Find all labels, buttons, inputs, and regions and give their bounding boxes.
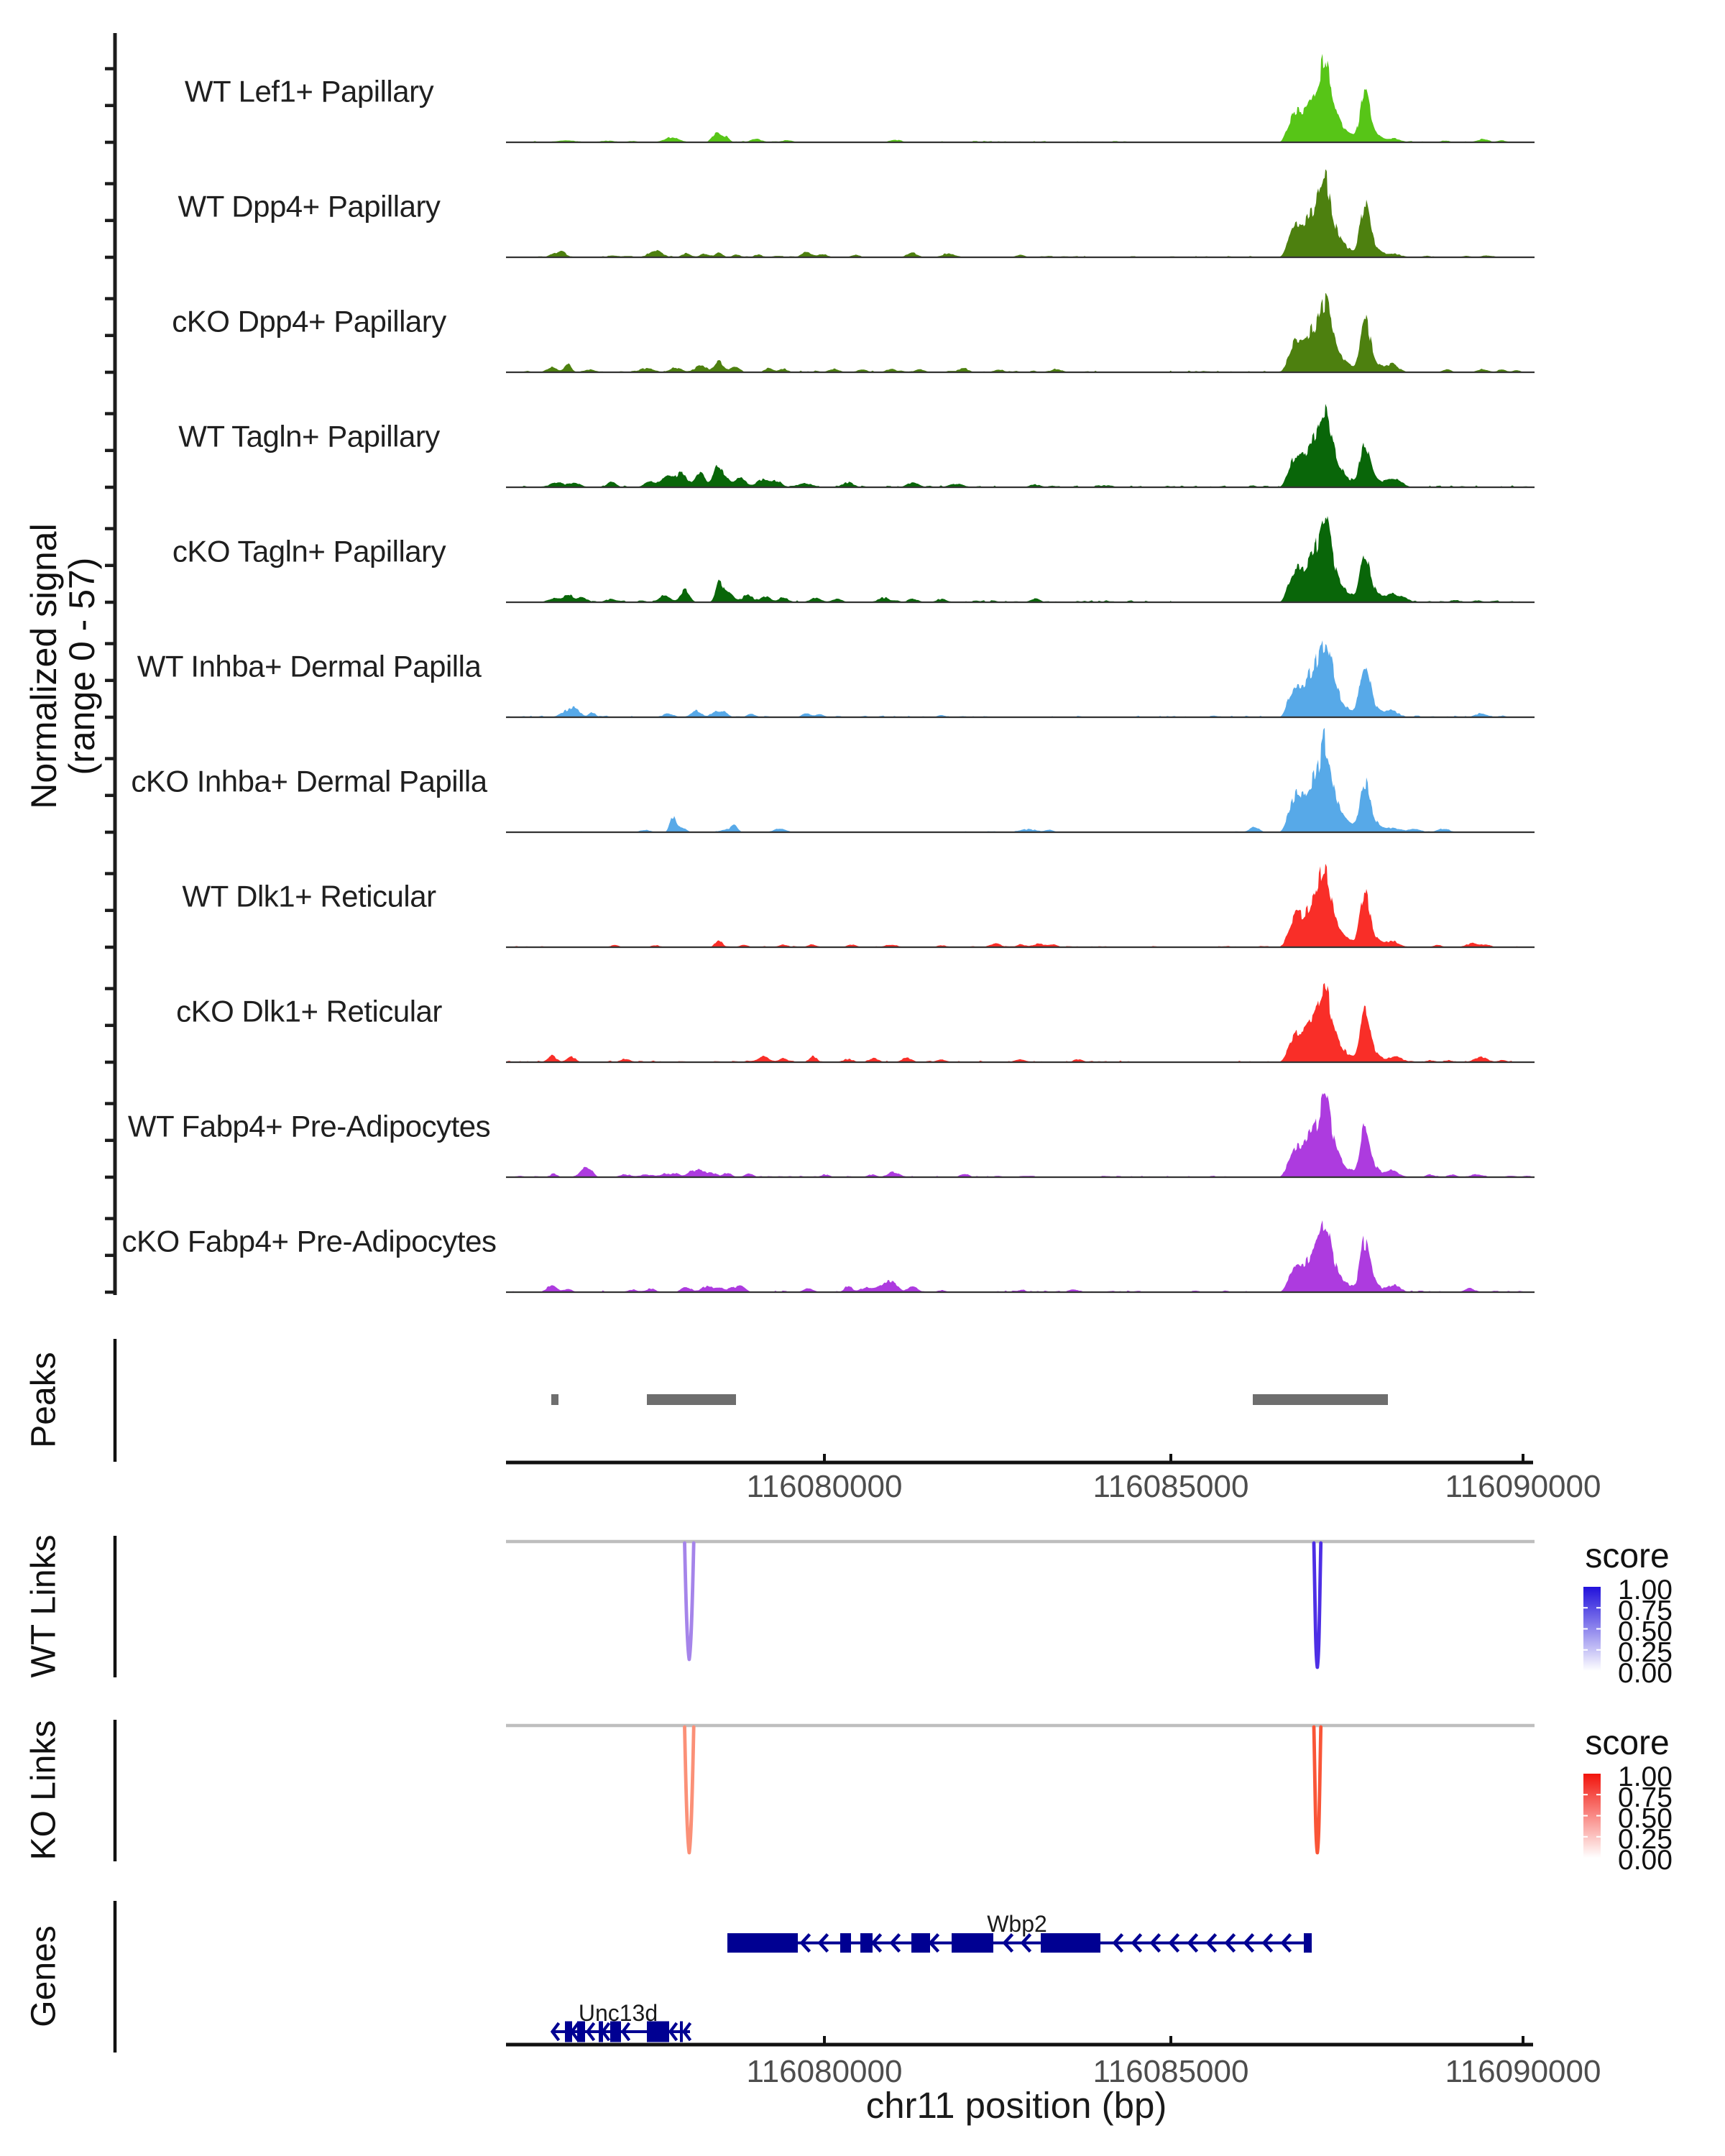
svg-text:WT Fabp4+ Pre-Adipocytes: WT Fabp4+ Pre-Adipocytes [128, 1110, 490, 1143]
svg-text:cKO Tagln+ Papillary: cKO Tagln+ Papillary [172, 535, 446, 568]
svg-text:Wbp2: Wbp2 [987, 1911, 1047, 1937]
svg-text:0.00: 0.00 [1618, 1845, 1673, 1876]
svg-text:116080000: 116080000 [747, 1469, 903, 1504]
svg-text:chr11 position (bp): chr11 position (bp) [866, 2085, 1167, 2126]
svg-text:0.00: 0.00 [1618, 1658, 1673, 1689]
svg-text:WT Lef1+ Papillary: WT Lef1+ Papillary [185, 75, 434, 109]
svg-text:cKO Dlk1+ Reticular: cKO Dlk1+ Reticular [176, 995, 442, 1028]
svg-text:WT Dpp4+ Papillary: WT Dpp4+ Papillary [178, 190, 441, 224]
svg-text:WT Inhba+ Dermal Papilla: WT Inhba+ Dermal Papilla [137, 650, 482, 683]
svg-text:Peaks: Peaks [25, 1352, 63, 1447]
svg-text:score: score [1585, 1537, 1669, 1575]
svg-text:0.75: 0.75 [1618, 1595, 1673, 1626]
svg-text:KO Links: KO Links [25, 1720, 63, 1861]
svg-text:1.00: 1.00 [1618, 1761, 1673, 1792]
svg-text:cKO Dpp4+ Papillary: cKO Dpp4+ Papillary [172, 305, 446, 338]
svg-text:0.50: 0.50 [1618, 1616, 1673, 1647]
svg-text:116080000: 116080000 [747, 2054, 903, 2089]
svg-text:1.00: 1.00 [1618, 1575, 1673, 1606]
svg-text:cKO Inhba+ Dermal Papilla: cKO Inhba+ Dermal Papilla [131, 765, 487, 798]
svg-text:116085000: 116085000 [1093, 2054, 1249, 2089]
svg-text:116090000: 116090000 [1445, 1469, 1601, 1504]
svg-text:cKO Fabp4+ Pre-Adipocytes: cKO Fabp4+ Pre-Adipocytes [122, 1225, 497, 1258]
svg-text:116085000: 116085000 [1093, 1469, 1249, 1504]
svg-text:score: score [1585, 1724, 1669, 1762]
svg-text:0.25: 0.25 [1618, 1824, 1673, 1855]
svg-text:Unc13d: Unc13d [579, 2000, 658, 2026]
svg-text:Genes: Genes [25, 1925, 63, 2027]
svg-text:(range 0 - 57): (range 0 - 57) [62, 558, 102, 775]
svg-text:0.25: 0.25 [1618, 1637, 1673, 1668]
svg-text:0.50: 0.50 [1618, 1803, 1673, 1834]
svg-text:116090000: 116090000 [1445, 2054, 1601, 2089]
svg-text:0.75: 0.75 [1618, 1782, 1673, 1813]
svg-text:WT Links: WT Links [25, 1534, 63, 1677]
svg-text:Normalized signal: Normalized signal [24, 523, 64, 808]
svg-text:WT Dlk1+ Reticular: WT Dlk1+ Reticular [182, 880, 436, 913]
svg-text:WT Tagln+ Papillary: WT Tagln+ Papillary [178, 420, 440, 453]
